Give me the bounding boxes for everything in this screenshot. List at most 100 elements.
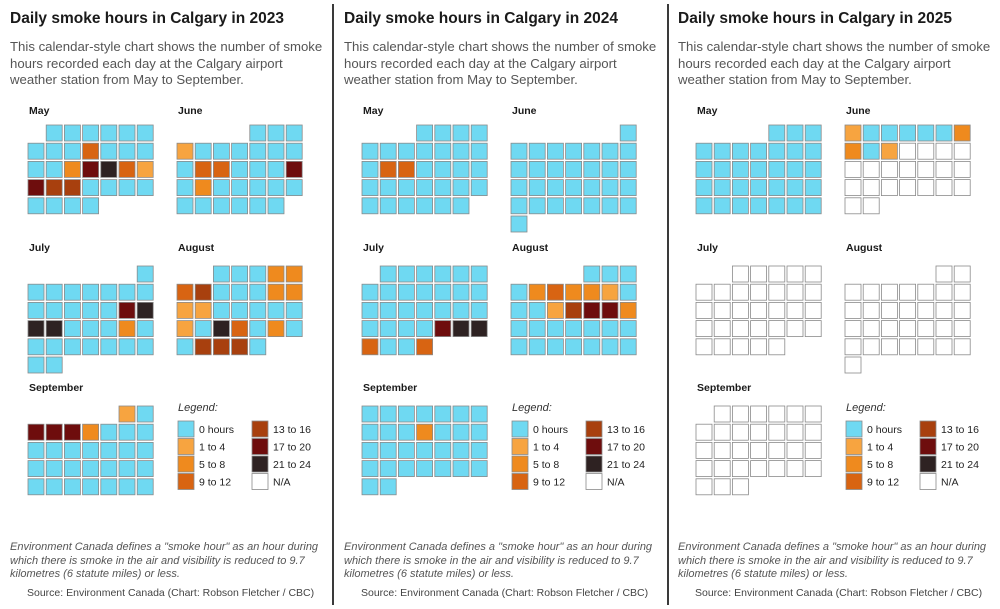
day-cell [379,423,397,441]
month-label: June [178,105,203,117]
day-cell [510,197,528,215]
day-cell [565,179,583,197]
day-cell [510,338,528,356]
legend-label: N/A [607,477,625,489]
day-cell [546,179,564,197]
day-cell [786,197,804,215]
day-cell [27,338,45,356]
day-cell [267,179,285,197]
day-cell [82,301,99,319]
day-cell [601,142,619,160]
day-cell [82,441,99,459]
day-cell [45,320,63,338]
day-cell [100,179,118,197]
day-cell [470,320,488,338]
day-cell [713,197,731,215]
day-cell [899,320,917,338]
day-cell [64,160,81,178]
day-cell [713,142,731,160]
day-cell [100,320,118,338]
panel-subtitle: This calendar-style chart shows the numb… [10,39,323,87]
day-cell [695,478,713,496]
day-cell [619,160,637,178]
day-cell [434,160,452,178]
day-cell [619,320,637,338]
legend-label: 0 hours [199,424,234,436]
day-cell [416,338,433,356]
day-cell [379,478,397,496]
day-cell [194,301,212,319]
day-cell [786,423,804,441]
day-cell [136,283,154,301]
day-cell [416,423,433,441]
day-cell [100,423,118,441]
day-cell [695,160,713,178]
day-cell [136,265,154,283]
source-credit: Source: Environment Canada (Chart: Robso… [27,587,315,599]
day-cell [231,179,249,197]
day-cell [285,283,303,301]
day-cell [601,179,619,197]
day-cell [601,283,619,301]
day-cell [231,197,249,215]
day-cell [953,301,971,319]
day-cell [750,338,767,356]
day-cell [45,142,63,160]
day-cell [880,124,898,142]
day-cell [528,320,546,338]
day-cell [212,160,230,178]
day-cell [583,160,601,178]
legend-swatch [585,455,603,473]
month-label: August [512,242,549,254]
day-cell [434,283,452,301]
day-cell [528,338,546,356]
day-cell [844,179,862,197]
legend-swatch [919,455,937,473]
day-cell [416,441,433,459]
month-label: September [697,382,751,394]
day-cell [361,405,379,423]
day-cell [713,441,731,459]
day-cell [118,124,136,142]
day-cell [750,265,767,283]
day-cell [452,197,470,215]
month-label: May [29,105,50,117]
calendar-grid: May June July August September Legend: 0 hours… [27,105,311,496]
day-cell [64,197,81,215]
day-cell [231,283,249,301]
day-cell [267,283,285,301]
legend-label: 13 to 16 [941,424,979,436]
day-cell [118,441,136,459]
day-cell [176,179,194,197]
day-cell [249,265,267,283]
day-cell [732,478,749,496]
legend-title: Legend: [512,402,552,414]
day-cell [583,301,601,319]
day-cell [953,124,971,142]
legend-swatch [177,420,195,438]
day-cell [750,197,767,215]
day-cell [27,423,45,441]
legend-swatch [177,473,195,490]
day-cell [285,301,303,319]
day-cell [416,160,433,178]
day-cell [732,142,749,160]
day-cell [194,320,212,338]
day-cell [100,283,118,301]
day-cell [45,423,63,441]
legend-label: 9 to 12 [867,477,899,489]
day-cell [212,142,230,160]
legend-label: 21 to 24 [941,459,979,471]
day-cell [844,301,862,319]
day-cell [176,320,194,338]
day-cell [45,179,63,197]
day-cell [212,320,230,338]
day-cell [194,283,212,301]
day-cell [953,265,971,283]
day-cell [732,405,749,423]
day-cell [452,265,470,283]
day-cell [285,320,303,338]
day-cell [470,423,488,441]
day-cell [416,320,433,338]
day-cell [100,338,118,356]
